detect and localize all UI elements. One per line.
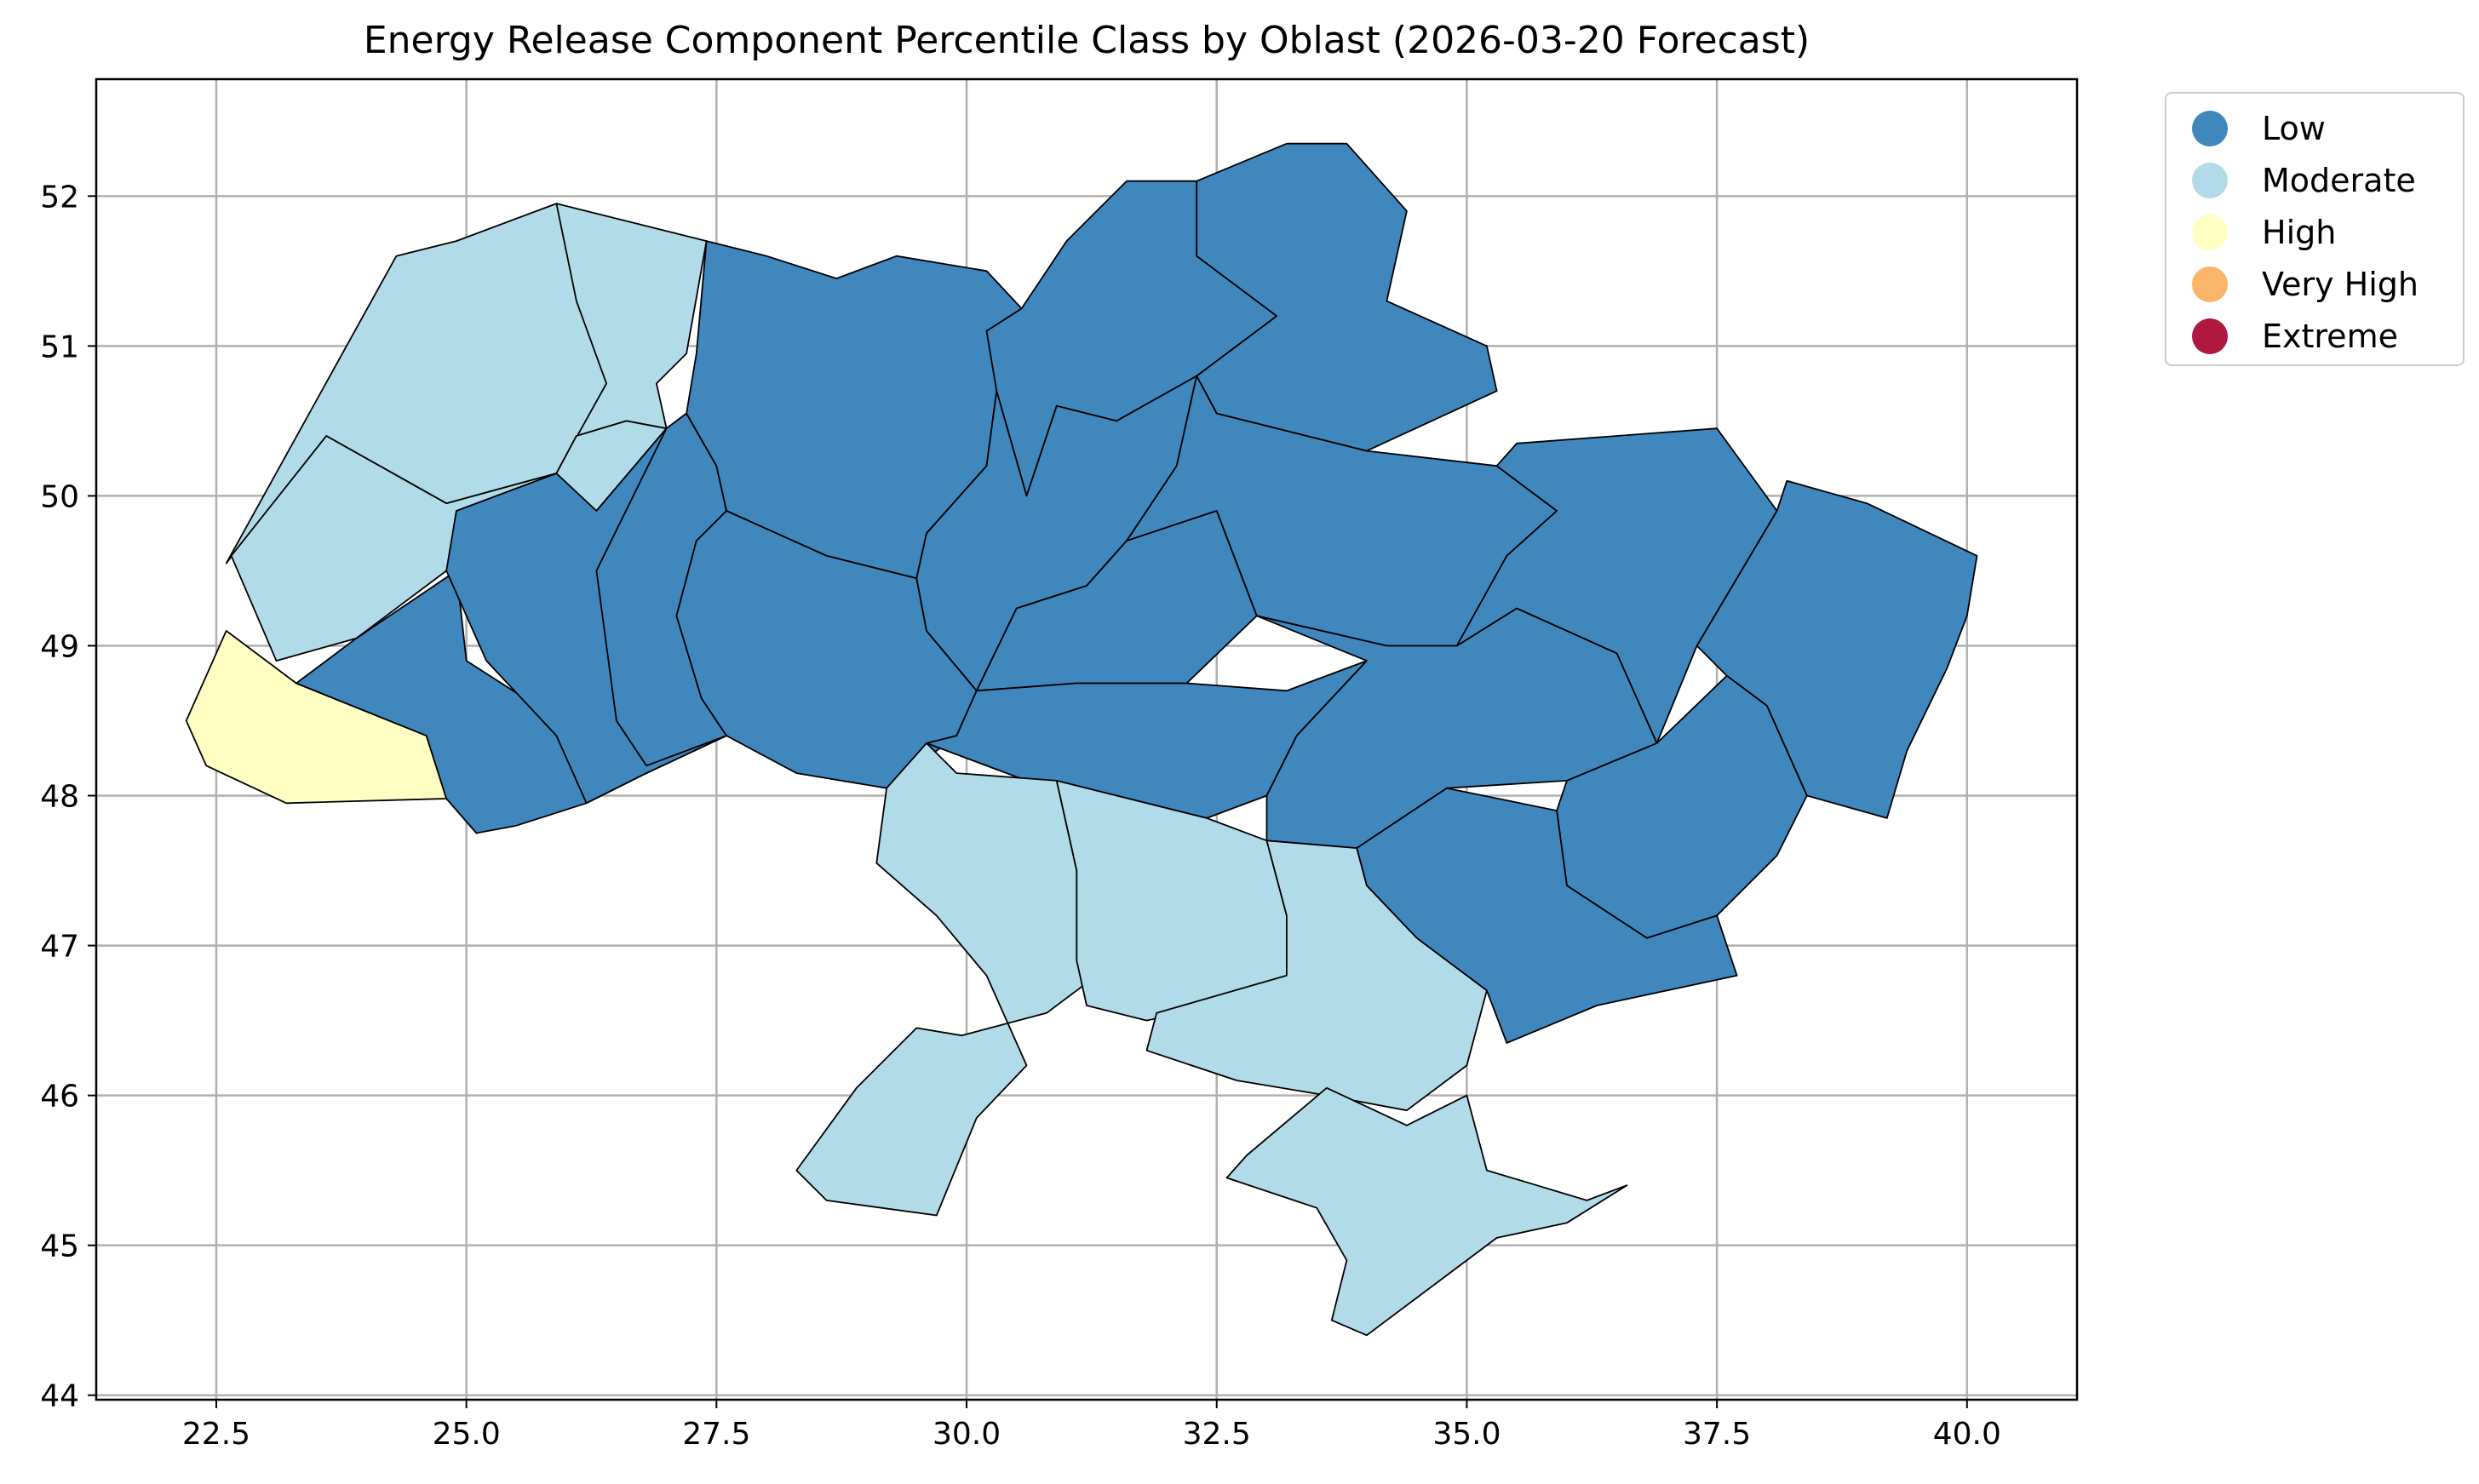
x-tick-label: 37.5 — [1683, 1417, 1751, 1452]
oblast-region-moderate — [1225, 1086, 1628, 1337]
y-tick-label: 49 — [40, 629, 79, 664]
y-tick-label: 51 — [40, 329, 79, 364]
y-tick-label: 47 — [40, 930, 79, 965]
oblast-regions — [185, 142, 1978, 1337]
legend-label-moderate: Moderate — [2262, 162, 2416, 199]
legend-label-extreme: Extreme — [2262, 318, 2398, 355]
y-tick-label: 48 — [40, 780, 79, 815]
legend-item-low: Low — [2192, 109, 2326, 148]
legend-label-very-high: Very High — [2262, 266, 2419, 303]
x-axis-ticks: 22.5 25.0 27.5 30.0 32.5 35.0 37.5 40.0 — [182, 1400, 2001, 1452]
legend-label-high: High — [2262, 214, 2337, 251]
legend-item-extreme: Extreme — [2192, 317, 2398, 356]
y-tick-label: 50 — [40, 479, 79, 514]
oblast-region-low — [1455, 427, 1778, 744]
legend-label-low: Low — [2262, 110, 2326, 147]
x-tick-label: 25.0 — [433, 1417, 501, 1452]
oblast-region-moderate — [1055, 780, 1288, 1022]
legend-marker-extreme — [2192, 318, 2228, 354]
oblast-region-moderate — [1145, 839, 1488, 1112]
map-title: Energy Release Component Percentile Clas… — [363, 19, 1810, 62]
x-tick-label: 27.5 — [682, 1417, 750, 1452]
y-tick-label: 45 — [40, 1229, 79, 1264]
legend-marker-moderate — [2192, 163, 2228, 198]
legend-marker-high — [2192, 215, 2228, 250]
y-tick-label: 46 — [40, 1080, 79, 1114]
y-axis-ticks: 44 45 46 47 48 49 50 51 52 — [40, 180, 96, 1414]
x-tick-label: 22.5 — [182, 1417, 250, 1452]
legend-item-very-high: Very High — [2192, 265, 2419, 304]
axes-frame — [95, 77, 2079, 1401]
legend: Low Moderate High Very High Extreme — [2165, 92, 2465, 366]
x-tick-label: 32.5 — [1183, 1417, 1251, 1452]
legend-item-high: High — [2192, 213, 2336, 252]
legend-marker-very-high — [2192, 266, 2228, 302]
legend-marker-low — [2192, 111, 2228, 146]
x-tick-label: 35.0 — [1432, 1417, 1501, 1452]
x-tick-label: 30.0 — [932, 1417, 1001, 1452]
legend-item-moderate: Moderate — [2192, 161, 2416, 200]
x-tick-label: 40.0 — [1933, 1417, 2001, 1452]
y-tick-label: 44 — [40, 1379, 79, 1414]
y-tick-label: 52 — [40, 180, 79, 215]
